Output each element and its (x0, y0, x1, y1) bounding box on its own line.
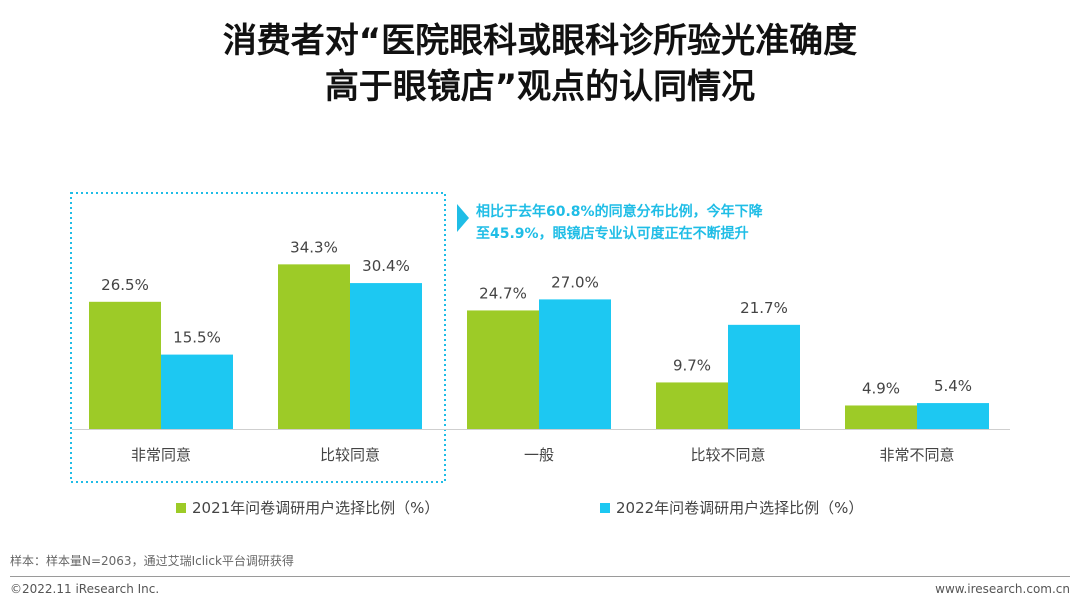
sample-note: 样本：样本量N=2063，通过艾瑞Iclick平台调研获得 (10, 554, 294, 568)
chart-title: 消费者对“医院眼科或眼科诊所验光准确度 高于眼镜店”观点的认同情况 (0, 18, 1080, 110)
data-label-2021-2: 24.7% (479, 284, 527, 302)
data-label-2021-3: 9.7% (673, 356, 711, 374)
x-tick-label-1: 比较同意 (320, 446, 380, 464)
copyright: ©2022.11 iResearch Inc. (10, 582, 160, 596)
bar-2021-0 (89, 301, 161, 429)
bar-2022-4 (917, 403, 989, 429)
bar-2021-2 (467, 310, 539, 429)
highlight-box (70, 192, 446, 483)
bar-2022-3 (728, 324, 800, 429)
data-label-2022-1: 30.4% (362, 257, 410, 275)
data-label-2021-1: 34.3% (290, 238, 338, 256)
data-label-2021-0: 26.5% (101, 276, 149, 294)
x-tick-label-3: 比较不同意 (690, 446, 765, 464)
legend-item-2021: 2021年问卷调研用户选择比例（%） (176, 497, 439, 518)
legend-swatch-2021 (176, 502, 186, 513)
footer-divider (10, 576, 1070, 577)
data-label-2022-0: 15.5% (173, 329, 221, 347)
callout-arrow-icon (457, 204, 469, 232)
website-link[interactable]: www.iresearch.com.cn (935, 582, 1070, 596)
data-label-2022-4: 5.4% (934, 377, 972, 395)
legend: 2021年问卷调研用户选择比例（%） 2022年问卷调研用户选择比例（%） (0, 497, 1080, 519)
legend-label-2022: 2022年问卷调研用户选择比例（%） (616, 499, 864, 517)
bar-2022-2 (539, 299, 611, 429)
title-line-2: 高于眼镜店”观点的认同情况 (324, 67, 756, 107)
legend-label-2021: 2021年问卷调研用户选择比例（%） (192, 499, 440, 517)
bar-2021-3 (656, 382, 728, 429)
bar-2022-0 (161, 354, 233, 429)
data-label-2021-4: 4.9% (862, 379, 900, 397)
legend-item-2022: 2022年问卷调研用户选择比例（%） (600, 497, 863, 518)
data-label-2022-2: 27.0% (551, 273, 599, 291)
legend-swatch-2022 (600, 502, 610, 513)
x-tick-label-0: 非常同意 (131, 446, 191, 464)
callout-line-2: 至45.9%，眼镜店专业认可度正在不断提升 (476, 225, 749, 242)
bar-2021-4 (845, 405, 917, 429)
title-line-1: 消费者对“医院眼科或眼科诊所验光准确度 (222, 21, 858, 61)
x-tick-label-4: 非常不同意 (879, 446, 954, 464)
callout-line-1: 相比于去年60.8%的同意分布比例，今年下降 (476, 203, 764, 220)
bar-2022-1 (350, 283, 422, 429)
data-label-2022-3: 21.7% (740, 299, 788, 317)
x-tick-label-2: 一般 (524, 446, 554, 464)
bar-2021-1 (278, 264, 350, 429)
